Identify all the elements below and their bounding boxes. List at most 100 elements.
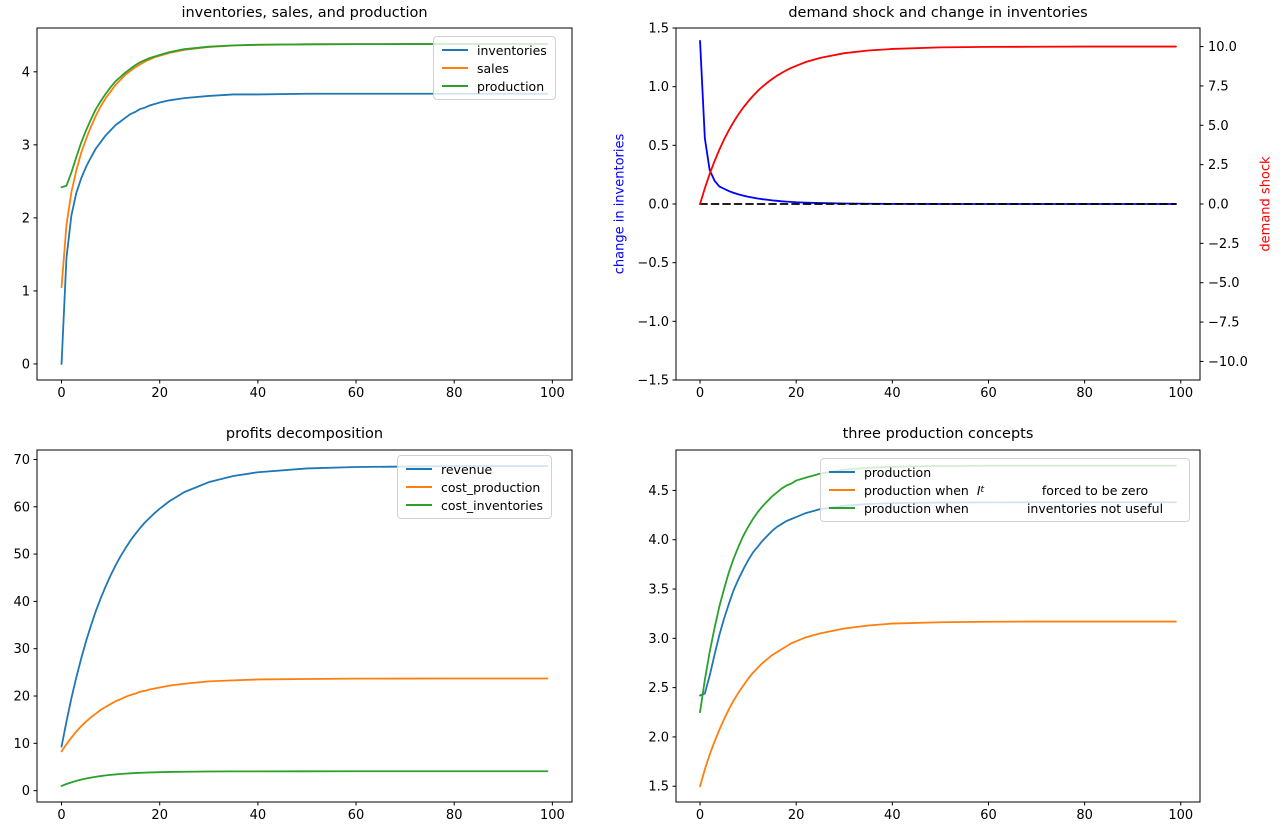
y-tick-label: 40 (13, 595, 30, 610)
y-tick-label: 2 (22, 211, 30, 226)
x-tick-label: 20 (788, 808, 805, 823)
x-tick-label: 80 (1076, 386, 1093, 401)
legend-line-sales (442, 66, 468, 70)
x-tick-label: 60 (348, 386, 365, 401)
x-tick-label: 20 (151, 808, 168, 823)
axes-spines (36, 449, 573, 803)
legend-line-production (829, 470, 855, 474)
y2-tick-label: 5.0 (1208, 119, 1229, 134)
x-tick-label: 80 (1076, 808, 1093, 823)
y-tick-label: 3 (22, 138, 30, 153)
y-axis-label-change-in-inventories: change in inventories (612, 133, 628, 275)
legend-line-production-inventories-not-useful (829, 506, 855, 510)
y-axis: 0 10 20 30 40 50 60 70 (13, 453, 37, 799)
line-production (699, 501, 1177, 697)
axes-spines (36, 27, 573, 381)
legend-line-inventories (442, 48, 468, 52)
x-tick-label: 80 (446, 386, 463, 401)
legend-label-forced-to-be-zero: forced to be zero (1041, 482, 1149, 498)
legend-label-production: production (864, 464, 932, 480)
legend-item: inventories (442, 41, 547, 59)
x-axis: 0 20 40 60 80 100 (696, 802, 1193, 823)
y-tick-label: 10 (13, 737, 30, 752)
y-tick-label: 2.5 (648, 681, 669, 696)
x-tick-label: 100 (540, 386, 565, 401)
x-tick-label: 20 (151, 386, 168, 401)
legend-item: cost_inventories (406, 496, 543, 514)
chart-title-inventories-sales-production: inventories, sales, and production (181, 5, 428, 21)
x-tick-label: 60 (980, 386, 997, 401)
legend-label-sales: sales (477, 60, 509, 76)
y2-tick-label: −5.0 (1208, 276, 1240, 291)
axes-spines (675, 449, 1201, 803)
line-inventories (60, 92, 549, 365)
legend-line-production-it-zero (829, 488, 855, 492)
y-tick-label: 1.5 (648, 780, 669, 795)
chart-title-profits-decomposition: profits decomposition (225, 426, 384, 442)
axes-canvas-profits-decomposition: 0 20 40 60 80 100 0 10 20 30 40 50 60 70 (13, 449, 573, 823)
x-tick-label: 80 (446, 808, 463, 823)
x-axis: 0 20 40 60 80 100 (696, 380, 1193, 401)
line-demand-shock (699, 45, 1177, 205)
y-tick-label: 0.0 (648, 198, 669, 213)
legend-label-cost-production: cost_production (441, 479, 541, 495)
y-tick-label: 70 (13, 453, 30, 468)
y-tick-label: 0.5 (648, 139, 669, 154)
y-tick-label: 0 (22, 357, 30, 372)
y2-axis: 10.0 7.5 5.0 2.5 0.0 −2.5 −5.0 −7.5 −10.0 (1200, 40, 1248, 370)
legend-item: production (442, 77, 547, 95)
x-tick-label: 100 (1168, 386, 1193, 401)
y2-tick-label: −7.5 (1208, 316, 1240, 331)
plot-area (60, 43, 549, 365)
x-tick-label: 20 (788, 386, 805, 401)
axes-canvas-demand-shock: 0 20 40 60 80 100 1.5 1.0 0.5 0.0 −0.5 −1.0 −1.5 10.0… (637, 22, 1248, 402)
y-tick-label: 3.0 (648, 632, 669, 647)
legend-profits-decomposition: revenue cost_production cost_inventories (397, 455, 552, 519)
line-cost-production (60, 677, 549, 753)
y-tick-label: −1.5 (637, 374, 669, 389)
y2-tick-label: −10.0 (1208, 355, 1248, 370)
y2-tick-label: 0.0 (1208, 198, 1229, 213)
x-axis: 0 20 40 60 80 100 (57, 802, 565, 823)
y-tick-label: −1.0 (637, 315, 669, 330)
x-tick-label: 60 (348, 808, 365, 823)
legend-label-production-when: production when (864, 482, 977, 498)
legend-label-revenue: revenue (441, 461, 493, 477)
y2-tick-label: 10.0 (1208, 40, 1237, 55)
y-tick-label: 3.5 (648, 583, 669, 598)
x-tick-label: 60 (980, 808, 997, 823)
x-tick-label: 40 (250, 386, 267, 401)
y-tick-label: 30 (13, 642, 30, 657)
y-axis: 1.5 2.0 2.5 3.0 3.5 4.0 4.5 (648, 484, 676, 795)
subplot-inventories-sales-production: 0 20 40 60 80 100 0 1 2 3 4 inventories, sales, an… (0, 0, 640, 417)
legend-line-cost-production (406, 485, 432, 489)
line-change-in-inventories (699, 40, 1177, 205)
plot-area (699, 40, 1177, 205)
legend-item: production when inventories not useful (829, 499, 1181, 517)
x-tick-label: 0 (696, 386, 704, 401)
math-subscript-t: t (980, 485, 985, 495)
legend-label-cost-inventories: cost_inventories (441, 497, 543, 513)
x-tick-label: 40 (884, 808, 901, 823)
y-tick-label: 1 (22, 284, 30, 299)
x-tick-label: 100 (1168, 808, 1193, 823)
line-production (60, 43, 549, 189)
line-revenue (60, 465, 549, 748)
x-tick-label: 0 (696, 808, 704, 823)
y-axis-label-demand-shock: demand shock (1258, 156, 1274, 252)
x-tick-label: 0 (57, 386, 65, 401)
y2-tick-label: −2.5 (1208, 237, 1240, 252)
legend-label-inventories-not-useful: inventories not useful (1026, 500, 1164, 516)
x-tick-label: 100 (540, 808, 565, 823)
chart-title-three-production-concepts: three production concepts (842, 426, 1034, 442)
legend-line-revenue (406, 467, 432, 471)
y2-tick-label: 7.5 (1208, 79, 1229, 94)
x-tick-label: 40 (250, 808, 267, 823)
line-cost-inventories (60, 770, 549, 787)
y-tick-label: 1.5 (648, 22, 669, 37)
y-tick-label: 60 (13, 500, 30, 515)
x-tick-label: 0 (57, 808, 65, 823)
